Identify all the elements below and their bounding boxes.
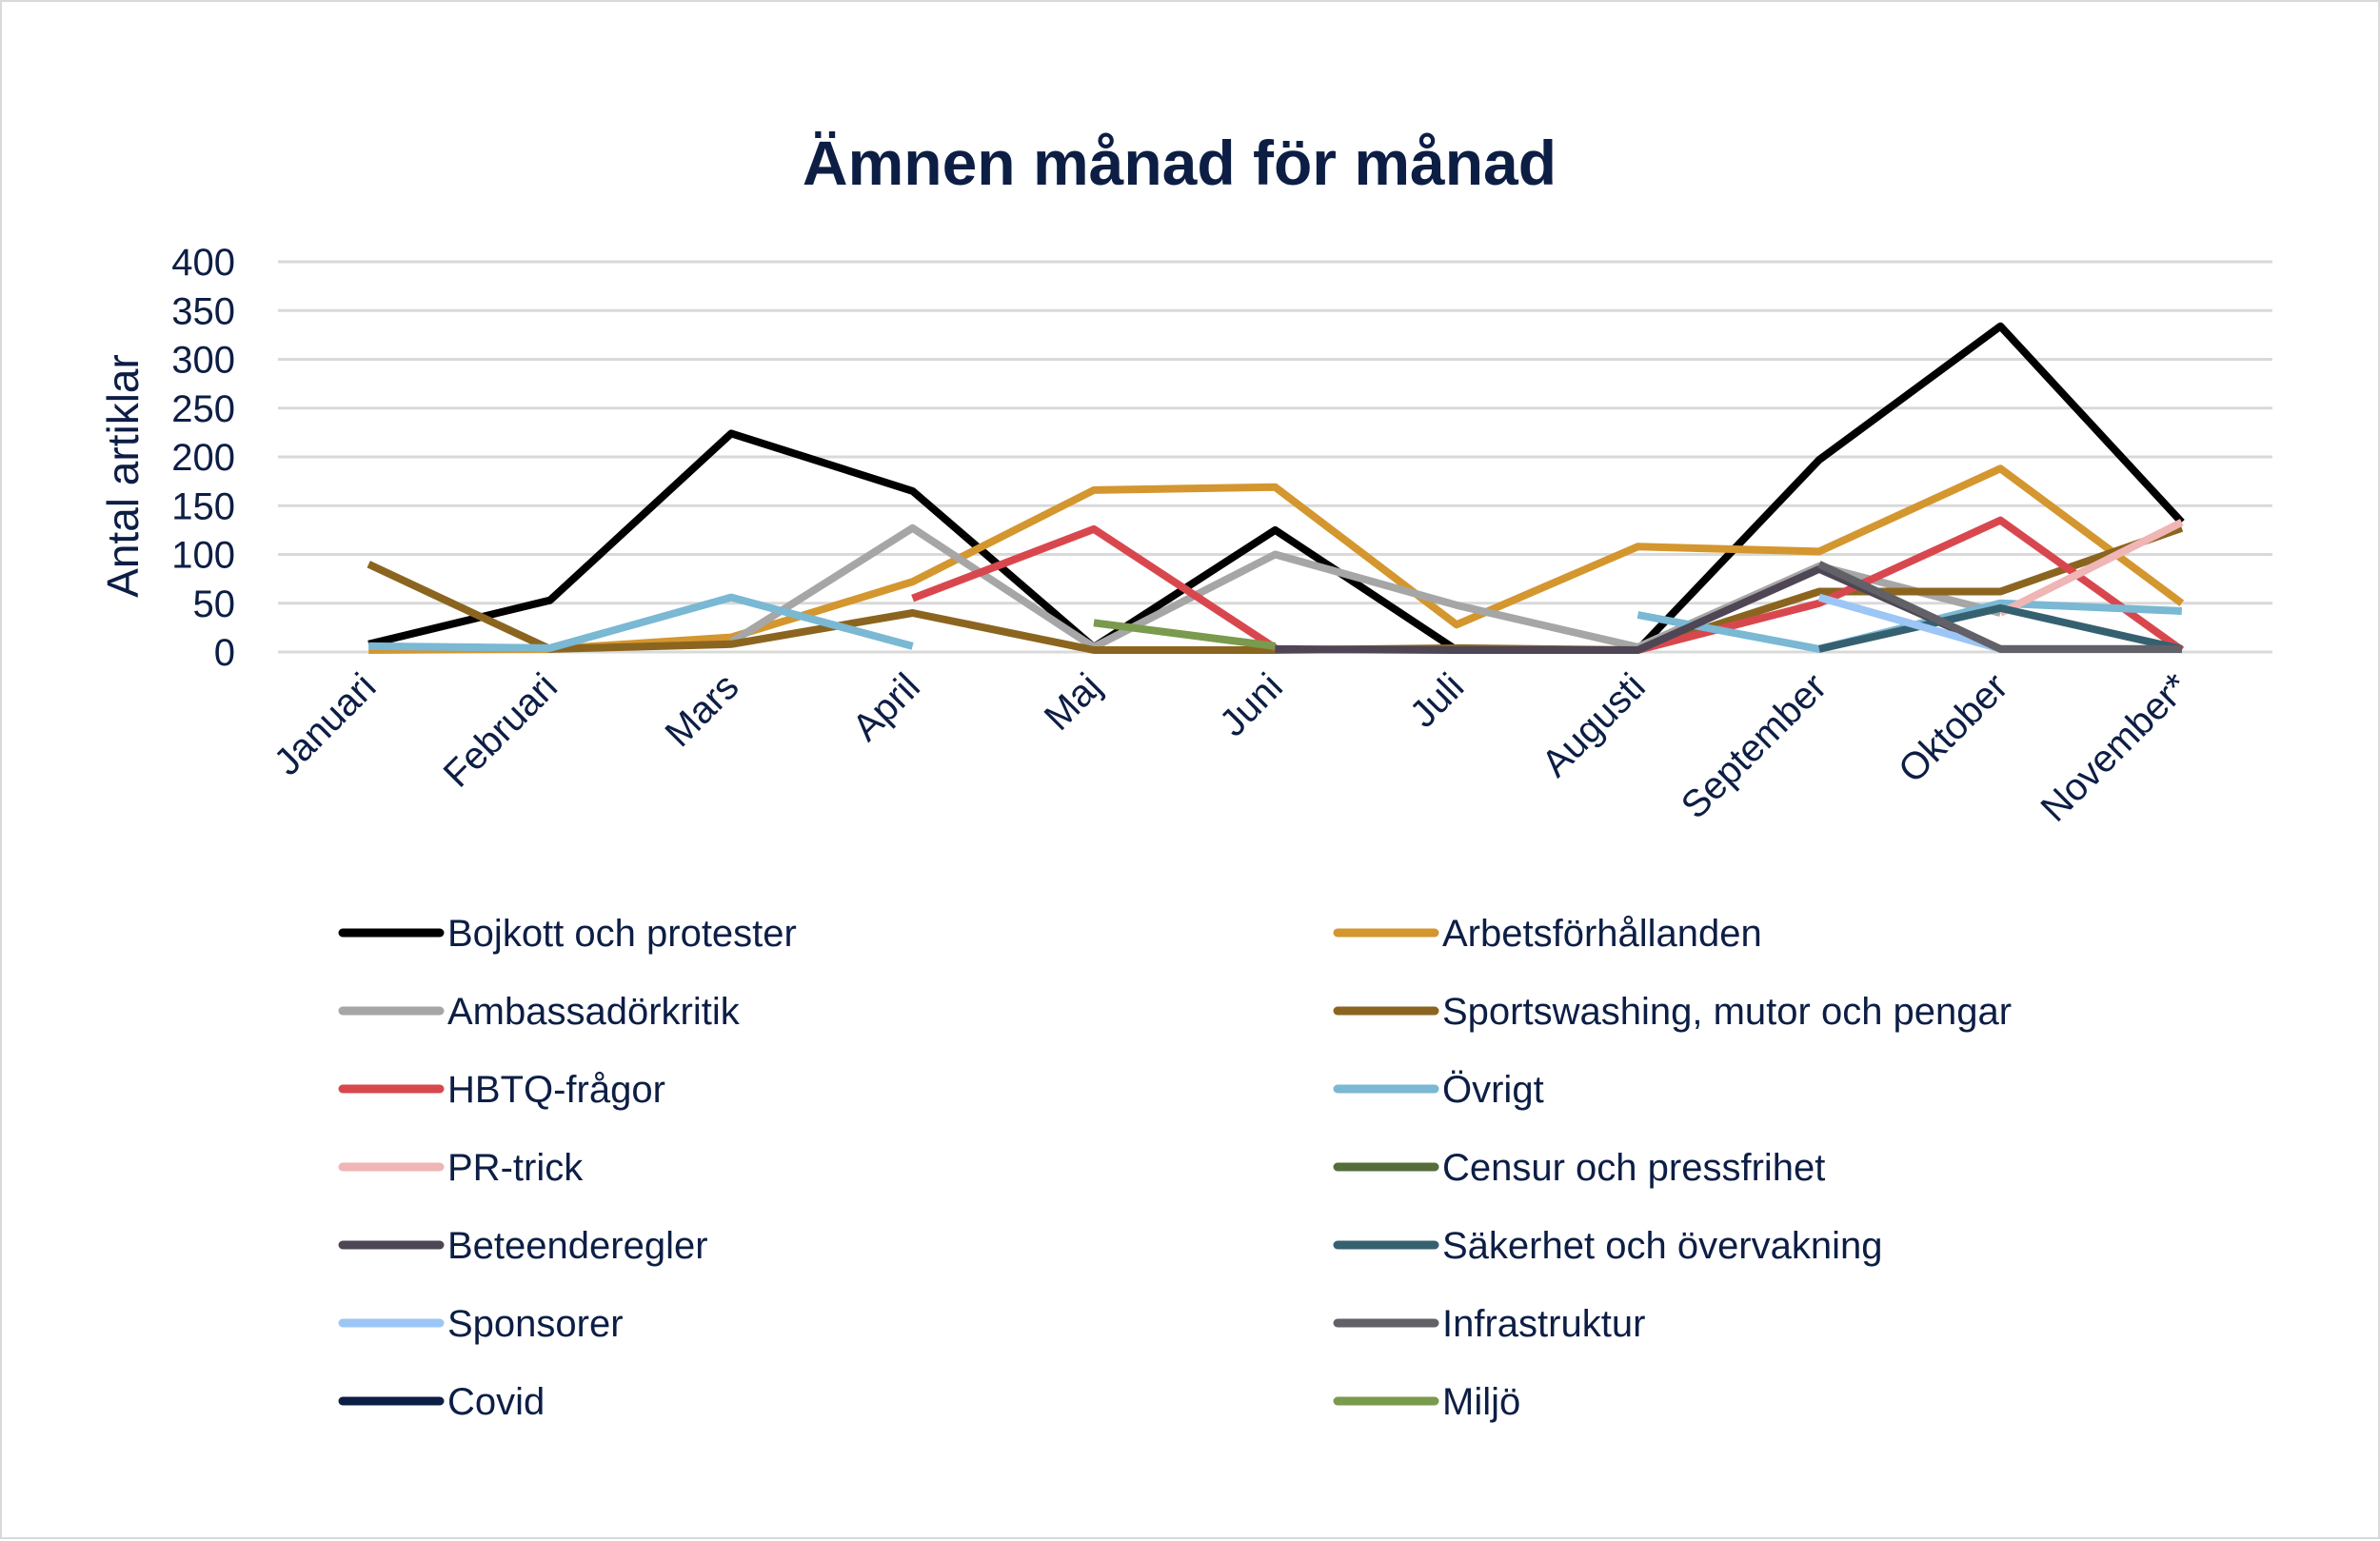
x-tick-label: Mars (658, 665, 747, 755)
x-axis-ticks: Januari Februari Mars April Maj Juni Juli Augus… (267, 665, 2197, 830)
legend-label: PR-trick (447, 1147, 584, 1189)
legend-item: PR-trick (338, 1147, 584, 1189)
x-tick-label: Augusti (1534, 665, 1653, 784)
legend-item: HBTQ-frågor (338, 1069, 665, 1111)
legend-item: Säkerhet och övervakning (1333, 1225, 1883, 1267)
legend-item: Övrigt (1333, 1069, 1544, 1111)
legend-item: Censur och pressfrihet (1333, 1147, 1825, 1189)
legend-label: Sportswashing, mutor och pengar (1442, 991, 2012, 1033)
legend-item: Infrastruktur (1333, 1303, 1645, 1345)
legend-label: Ambassadörkritik (447, 991, 741, 1033)
y-tick-label: 250 (171, 388, 235, 430)
x-tick-label: Juli (1402, 665, 1473, 736)
legend-label: Censur och pressfrihet (1442, 1147, 1825, 1189)
x-tick-label: September (1674, 665, 1835, 826)
y-tick-label: 200 (171, 437, 235, 479)
series-lines (367, 322, 2185, 654)
y-tick-label: 50 (193, 583, 236, 625)
series-line (1817, 593, 2002, 653)
legend-item: Covid (338, 1381, 545, 1423)
series-line (1818, 603, 2183, 653)
legend-item: Sportswashing, mutor och pengar (1333, 991, 2012, 1033)
series-line (1998, 519, 2184, 617)
legend-label: Infrastruktur (1442, 1303, 1645, 1345)
legend-label: Beteenderegler (447, 1225, 708, 1267)
y-axis-label: Antal artiklar (98, 354, 148, 598)
legend-item: Beteenderegler (338, 1225, 708, 1267)
series-line (911, 516, 2185, 654)
series-line (367, 322, 2185, 654)
legend-item: Sponsorer (338, 1303, 624, 1345)
x-tick-label: Februari (436, 665, 565, 795)
y-tick-label: 0 (214, 632, 235, 674)
legend-label: HBTQ-frågor (447, 1069, 665, 1111)
chart-title: Ämnen månad för månad (803, 128, 1557, 198)
y-tick-label: 350 (171, 290, 235, 332)
gridlines (278, 260, 2272, 654)
legend-label: Övrigt (1442, 1069, 1544, 1111)
legend-label: Sponsorer (447, 1303, 624, 1345)
y-tick-label: 300 (171, 340, 235, 382)
legend: Bojkott och protester Arbetsförhållanden A… (338, 913, 2012, 1423)
legend-label: Säkerhet och övervakning (1442, 1225, 1883, 1267)
x-tick-label: November* (2033, 665, 2198, 830)
y-tick-label: 100 (171, 535, 235, 577)
legend-item: Ambassadörkritik (338, 991, 741, 1033)
y-tick-label: 150 (171, 485, 235, 527)
series-line (1093, 619, 1277, 650)
y-tick-label: 400 (171, 242, 235, 284)
x-tick-label: Juni (1212, 665, 1291, 744)
legend-label: Bojkott och protester (447, 913, 797, 955)
series-line (1275, 564, 2182, 654)
legend-label: Covid (447, 1381, 545, 1423)
x-tick-label: April (844, 665, 928, 749)
legend-label: Miljö (1442, 1381, 1520, 1423)
series-line (1817, 561, 2182, 653)
legend-item: Arbetsförhållanden (1333, 913, 1762, 955)
legend-item: Miljö (1333, 1381, 1520, 1423)
y-axis-ticks: 0 50 100 150 200 250 300 350 400 (171, 242, 235, 674)
series-line (368, 464, 2185, 654)
legend-item: Bojkott och protester (338, 913, 797, 955)
x-tick-label: Oktober (1891, 665, 2016, 791)
legend-label: Arbetsförhållanden (1442, 913, 1762, 955)
x-tick-label: Maj (1037, 665, 1110, 739)
x-tick-label: Januari (267, 665, 385, 783)
